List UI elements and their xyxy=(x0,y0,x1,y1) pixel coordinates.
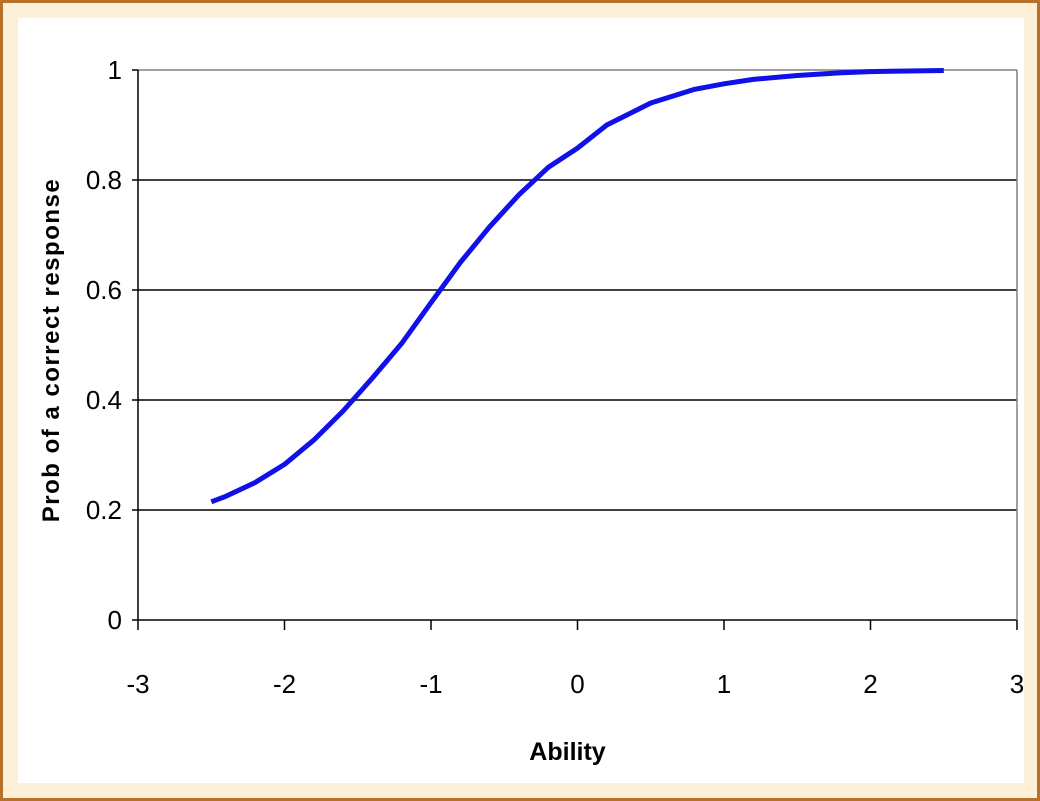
series-line xyxy=(210,68,944,505)
y-tick-label: 0.2 xyxy=(86,495,122,525)
tick-labels: 0 0.2 0.4 0.6 0.8 1 -3 -2 -1 0 1 2 3 xyxy=(86,55,1024,699)
series-layer xyxy=(210,68,944,505)
x-tick-label: 1 xyxy=(717,669,731,699)
y-tick-label: 0.4 xyxy=(86,385,122,415)
y-tick-label: 0 xyxy=(108,605,122,635)
x-tick-label: 0 xyxy=(570,669,584,699)
y-axis-title: Prob of a correct response xyxy=(38,178,65,522)
x-tick-label: 2 xyxy=(863,669,877,699)
x-tick-label: -1 xyxy=(419,669,442,699)
y-tick-label: 1 xyxy=(108,55,122,85)
x-tick-label: -3 xyxy=(126,669,149,699)
x-axis-title: Ability xyxy=(529,738,605,766)
y-tick-label: 0.8 xyxy=(86,165,122,195)
x-tick-label: -2 xyxy=(273,669,296,699)
y-tick-label: 0.6 xyxy=(86,275,122,305)
axes xyxy=(132,69,1018,630)
x-tick-label: 3 xyxy=(1010,669,1024,699)
